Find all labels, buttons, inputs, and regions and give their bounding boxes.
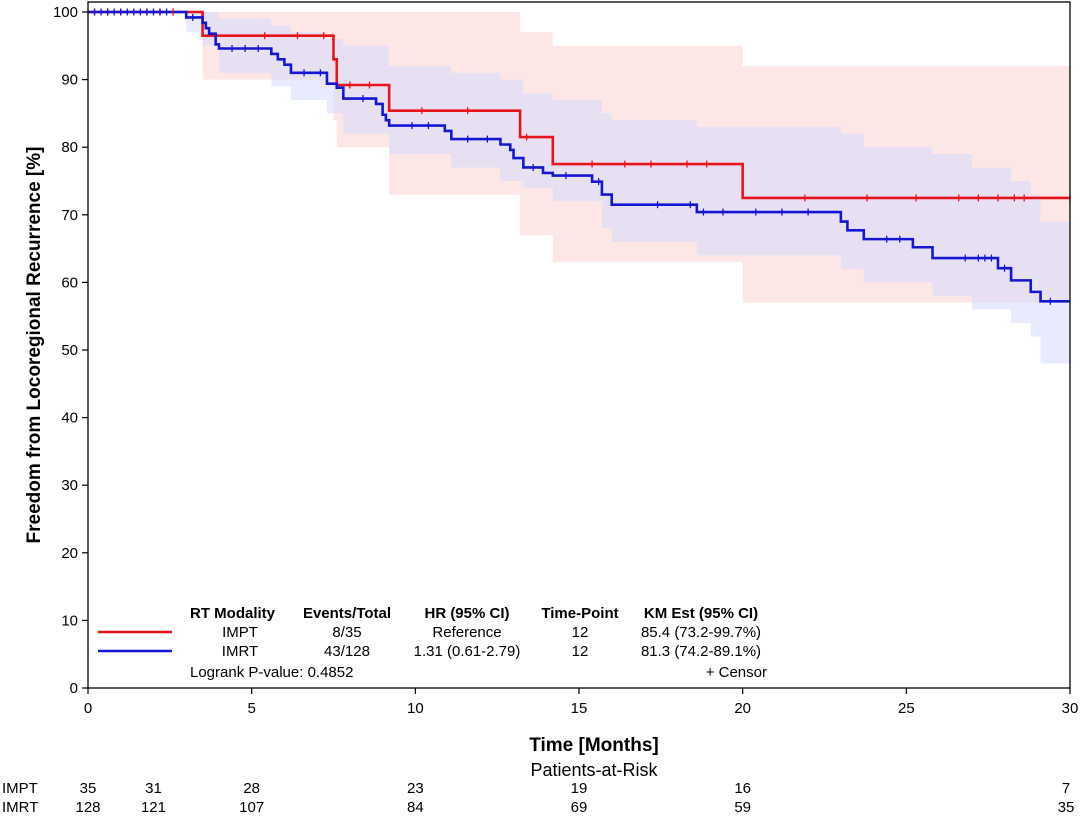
at-risk-value: 23 — [407, 780, 424, 797]
y-tick-label: 30 — [61, 477, 78, 494]
at-risk-value: 35 — [80, 780, 97, 797]
y-tick-label: 40 — [61, 410, 78, 427]
ci-band-imrt — [88, 12, 1070, 364]
x-axis-label: Time [Months] — [529, 735, 658, 756]
legend-impt-hr: Reference — [432, 624, 501, 641]
at-risk-value: 16 — [734, 780, 751, 797]
x-tick-label: 0 — [84, 700, 92, 717]
curve-imrt — [88, 10, 1070, 303]
survival-curves — [88, 10, 1070, 303]
x-tick-label: 25 — [898, 700, 915, 717]
at-risk-label-imrt: IMRT — [2, 799, 38, 816]
censor-legend: + Censor — [706, 664, 767, 681]
legend-impt-events: 8/35 — [332, 624, 361, 641]
at-risk-table: IMPT 35 31 28 23 19 16 7 IMRT 128 121 107 84 69 59 35 — [2, 780, 1074, 816]
at-risk-value: 59 — [734, 799, 751, 816]
x-tick-label: 5 — [247, 700, 255, 717]
legend-imrt-events: 43/128 — [324, 643, 370, 660]
y-tick-label: 50 — [61, 342, 78, 359]
y-tick-label: 60 — [61, 274, 78, 291]
axes: 0 10 20 30 40 50 60 70 80 90 100 0 5 10 15 20 25 30 — [53, 4, 1078, 717]
at-risk-value: 31 — [145, 780, 162, 797]
y-tick-label: 10 — [61, 612, 78, 629]
legend-impt-km: 85.4 (73.2-99.7%) — [641, 624, 761, 641]
legend-impt-name: IMPT — [222, 624, 258, 641]
legend-imrt-timepoint: 12 — [572, 643, 589, 660]
confidence-bands — [88, 12, 1070, 364]
x-tick-label: 10 — [407, 700, 424, 717]
y-tick-label: 70 — [61, 207, 78, 224]
legend-header-events: Events/Total — [303, 605, 391, 622]
y-tick-label: 0 — [70, 680, 78, 697]
x-tick-label: 15 — [571, 700, 588, 717]
at-risk-value: 28 — [243, 780, 260, 797]
at-risk-value: 121 — [141, 799, 166, 816]
legend-header-timepoint: Time-Point — [541, 605, 618, 622]
y-tick-label: 20 — [61, 545, 78, 562]
legend-header-modality: RT Modality — [190, 605, 276, 622]
legend-imrt-name: IMRT — [222, 643, 258, 660]
legend-impt-timepoint: 12 — [572, 624, 589, 641]
legend-header-hr: HR (95% CI) — [424, 605, 509, 622]
at-risk-value: 19 — [571, 780, 588, 797]
at-risk-value: 69 — [571, 799, 588, 816]
x-tick-label: 30 — [1062, 700, 1079, 717]
y-tick-label: 80 — [61, 139, 78, 156]
x-tick-label: 20 — [734, 700, 751, 717]
y-tick-label: 90 — [61, 72, 78, 89]
at-risk-value: 107 — [239, 799, 264, 816]
censor-marks — [93, 8, 1071, 305]
legend-imrt-km: 81.3 (74.2-89.1%) — [641, 643, 761, 660]
curve-impt — [88, 10, 1070, 200]
at-risk-value: 128 — [75, 799, 100, 816]
logrank-pvalue: Logrank P-value: 0.4852 — [190, 664, 353, 681]
legend-table: RT Modality Events/Total HR (95% CI) Tim… — [98, 605, 767, 681]
at-risk-value: 7 — [1062, 780, 1070, 797]
y-axis-label: Freedom from Locoregional Recurrence [%] — [24, 147, 45, 544]
y-tick-label: 100 — [53, 4, 78, 21]
at-risk-label-impt: IMPT — [2, 780, 38, 797]
legend-header-km: KM Est (95% CI) — [644, 605, 758, 622]
at-risk-value: 35 — [1058, 799, 1075, 816]
legend-imrt-hr: 1.31 (0.61-2.79) — [414, 643, 521, 660]
at-risk-title: Patients-at-Risk — [530, 760, 658, 780]
at-risk-value: 84 — [407, 799, 424, 816]
